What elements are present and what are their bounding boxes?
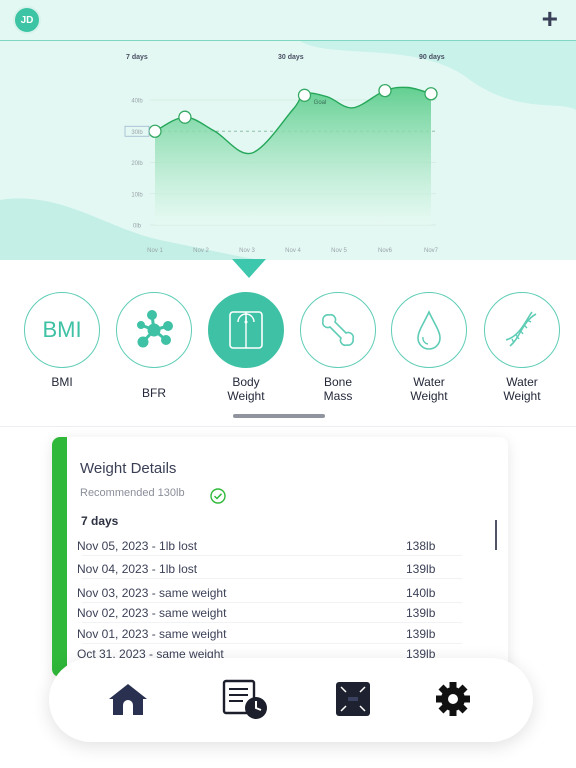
metric-label: Water Weight: [410, 375, 448, 403]
period-label: 7 days: [81, 514, 119, 528]
metric-bmi[interactable]: BMI BMI: [22, 292, 102, 389]
tab-7-days[interactable]: 7 days: [126, 54, 148, 61]
avatar[interactable]: JD: [13, 6, 41, 34]
home-icon: [109, 684, 147, 715]
y-tick-label: 30lb: [131, 130, 143, 136]
entry-date: Nov 05, 2023 - 1lb lost: [77, 539, 198, 553]
data-point: [297, 88, 312, 102]
tab-30-days[interactable]: 30 days: [278, 54, 304, 61]
scale-icon: [208, 292, 284, 368]
x-tick-label: Nov 1: [147, 248, 163, 254]
x-tick-label: Nov 3: [239, 248, 255, 254]
entry-value: 139lb: [406, 606, 436, 620]
x-tick-label: Nov 5: [331, 248, 347, 254]
y-tick-label: 10lb: [131, 192, 143, 198]
history-icon: [222, 679, 267, 719]
weight-details-card: Weight Details Recommended 130lb 7 days …: [52, 437, 508, 677]
data-point: [178, 110, 192, 124]
area-fill: [155, 87, 431, 226]
entry-date: Nov 01, 2023 - same weight: [77, 627, 227, 641]
selection-pointer: [232, 259, 266, 278]
x-tick-label: Nov6: [378, 248, 393, 254]
molecule-icon: [116, 292, 192, 368]
weight-chart-panel: JD + 7 days 30 days 90 days 0lb 10lb 20lb 3…: [0, 0, 576, 260]
y-tick-label: 0lb: [133, 224, 142, 230]
entry-value: 138lb: [406, 539, 436, 553]
data-point: [148, 124, 162, 138]
data-point: [424, 87, 438, 101]
gear-icon: [436, 682, 470, 716]
data-point: [378, 83, 392, 98]
card-accent-bar: [52, 437, 67, 677]
check-circle-icon: [210, 488, 226, 504]
water-drop-icon: [391, 292, 467, 368]
bone-icon: [300, 292, 376, 368]
dna-icon: [484, 292, 560, 368]
add-button[interactable]: +: [541, 3, 558, 34]
bottom-nav: [49, 658, 533, 742]
nav-settings[interactable]: [433, 679, 475, 719]
nav-home[interactable]: [107, 679, 149, 719]
entry-date: Nov 03, 2023 - same weight: [77, 586, 227, 600]
metric-water-weight[interactable]: Water Weight: [389, 292, 469, 403]
recommended-weight: Recommended 130lb: [80, 487, 185, 499]
metrics-row: BMI BMI BFR: [0, 288, 576, 418]
entry-value: 140lb: [406, 586, 436, 600]
metric-label: Bone Mass: [323, 375, 353, 403]
metrics-scroll-handle[interactable]: [233, 414, 325, 418]
goal-tick-box: [124, 125, 150, 137]
metric-label: BMI: [51, 375, 73, 389]
weight-chart: 0lb 10lb 20lb 30lb 40lb Nov 1 Nov 2 Nov 3 Nov 4 N…: [124, 83, 439, 254]
bmi-icon: BMI: [24, 292, 100, 368]
metric-label: Body Weight: [227, 375, 265, 403]
entry-date: Oct 31, 2023 - same weight: [77, 647, 224, 661]
tab-90-days[interactable]: 90 days: [419, 54, 445, 61]
metric-label: Water Weight: [503, 375, 541, 403]
x-tick-label: Nov7: [424, 248, 439, 254]
metric-label: BFR: [142, 386, 166, 400]
x-tick-label: Nov 4: [285, 248, 301, 254]
metric-bfr[interactable]: BFR: [114, 292, 194, 400]
nav-scale[interactable]: [333, 679, 375, 719]
metric-water-weight-2[interactable]: Water Weight: [482, 292, 562, 403]
background-wave: [0, 41, 576, 260]
metric-bone-mass[interactable]: Bone Mass: [298, 292, 378, 403]
y-tick-label: 40lb: [131, 99, 143, 105]
entry-value: 139lb: [406, 562, 436, 576]
card-title: Weight Details: [80, 460, 177, 477]
nav-history[interactable]: [221, 679, 271, 719]
entry-date: Nov 02, 2023 - same weight: [77, 606, 227, 620]
entry-date: Nov 04, 2023 - 1lb lost: [77, 562, 198, 576]
card-scrollbar[interactable]: [495, 520, 497, 550]
scale-icon: [336, 682, 370, 716]
divider: [0, 426, 576, 427]
top-bar: JD +: [0, 0, 576, 41]
entry-value: 139lb: [406, 627, 436, 641]
y-tick-label: 20lb: [131, 161, 143, 167]
goal-label: Goal: [314, 100, 327, 106]
x-tick-label: Nov 2: [193, 248, 209, 254]
metric-body-weight[interactable]: Body Weight: [206, 292, 286, 403]
entry-value: 139lb: [406, 647, 436, 661]
